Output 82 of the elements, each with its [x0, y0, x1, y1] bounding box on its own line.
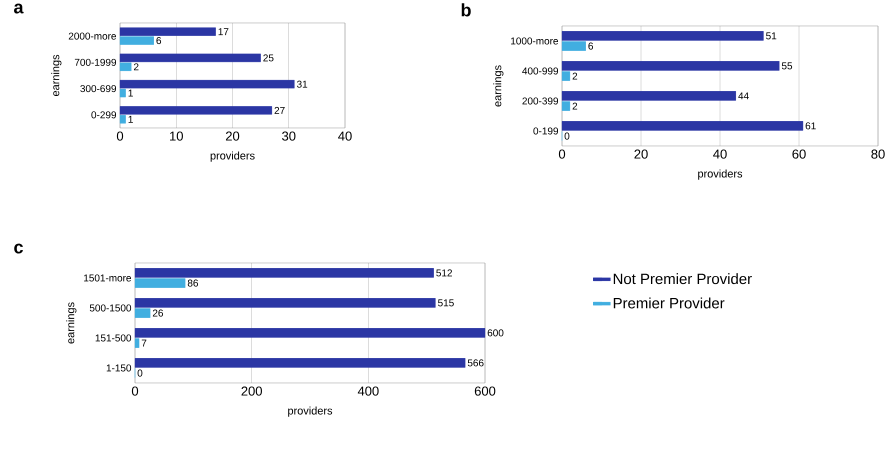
x-tick-label: 0: [116, 131, 124, 141]
chart-title: a: [14, 4, 24, 14]
y-tick-label: 1501-more: [84, 274, 132, 282]
bar: [120, 54, 261, 62]
data-label: 1: [128, 116, 133, 123]
y-axis-title: earnings: [51, 54, 62, 96]
bar: [134, 298, 436, 308]
bar: [562, 61, 780, 71]
x-tick-label: 80: [871, 149, 885, 159]
y-tick-label: 300-699: [80, 85, 116, 92]
bar: [120, 27, 216, 36]
bar: [562, 71, 570, 81]
bar: [120, 106, 272, 115]
bar: [562, 101, 570, 111]
x-tick-label: 200: [242, 386, 262, 396]
y-tick-label: 700-1999: [74, 58, 116, 66]
x-tick-label: 40: [338, 131, 352, 141]
x-tick-label: 20: [226, 131, 240, 141]
data-label: 566: [468, 359, 484, 366]
bar: [134, 328, 486, 338]
y-tick-label: 2000-more: [68, 32, 116, 40]
x-tick-label: 400: [358, 386, 379, 396]
x-tick-label: 60: [792, 149, 806, 159]
y-tick-label: 1-150: [106, 364, 132, 372]
legend-label: Not Premier Provider: [614, 273, 752, 284]
bar: [134, 308, 150, 318]
bar: [134, 268, 434, 278]
data-label: 0: [138, 370, 142, 377]
data-label: 7: [142, 340, 146, 347]
y-axis-title: earnings: [66, 302, 76, 344]
data-label: 26: [152, 310, 164, 317]
bar: [134, 358, 466, 368]
chart-title: c: [14, 244, 23, 254]
data-label: 600: [488, 329, 504, 336]
data-label: 2: [134, 63, 138, 70]
data-label: 2: [572, 72, 578, 80]
x-tick-label: 0: [132, 386, 138, 396]
y-tick-label: 0-199: [533, 127, 558, 135]
bar: [120, 115, 126, 124]
data-label: 25: [263, 54, 274, 62]
legend-label: Premier Provider: [614, 297, 724, 308]
x-tick-label: 40: [713, 149, 727, 159]
chart-title: b: [462, 3, 471, 16]
bar: [134, 278, 186, 288]
x-tick-label: 30: [282, 131, 296, 141]
bar: [562, 121, 804, 131]
data-label: 51: [766, 32, 776, 40]
data-label: 86: [188, 280, 198, 287]
x-tick-label: 10: [170, 131, 183, 141]
bar: [120, 88, 126, 98]
data-label: 6: [588, 42, 594, 50]
y-tick-label: 0-299: [91, 111, 116, 118]
data-label: 1: [128, 90, 133, 96]
bar: [120, 62, 132, 72]
x-tick-label: 0: [558, 149, 566, 159]
bar: [120, 80, 295, 88]
data-label: 55: [782, 62, 792, 70]
x-tick-label: 600: [474, 386, 496, 396]
x-axis-title: providers: [698, 170, 742, 180]
data-label: 6: [156, 37, 162, 44]
data-label: 44: [738, 92, 749, 100]
x-axis-title: providers: [288, 406, 332, 417]
bar: [562, 31, 764, 41]
data-label: 512: [436, 269, 452, 276]
x-tick-label: 20: [634, 149, 648, 159]
bar: [562, 41, 586, 51]
y-tick-label: 500-1500: [90, 304, 132, 312]
data-label: 27: [274, 106, 285, 114]
y-tick-label: 200-399: [522, 97, 558, 105]
data-label: 31: [296, 80, 308, 88]
data-label: 2: [572, 102, 578, 110]
y-axis-title: earnings: [493, 65, 504, 107]
y-tick-label: 151-500: [96, 334, 132, 342]
data-label: 515: [438, 299, 454, 306]
bar: [562, 91, 736, 101]
bar: [120, 36, 154, 45]
data-label: 61: [806, 122, 816, 130]
y-tick-label: 1000-more: [511, 37, 558, 45]
y-tick-label: 400-999: [522, 67, 558, 75]
x-axis-title: providers: [210, 152, 255, 162]
data-label: 17: [218, 28, 228, 36]
bar: [134, 338, 140, 348]
